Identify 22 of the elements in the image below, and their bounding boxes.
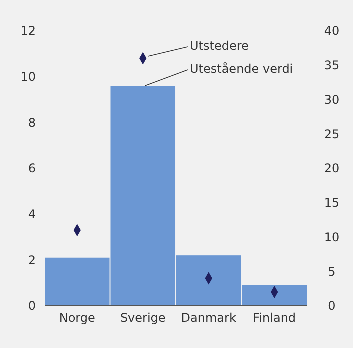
y2-tick-label: 20 xyxy=(324,162,340,176)
series-label: Utestående verdi xyxy=(190,62,294,76)
y-tick-label: 8 xyxy=(28,116,36,130)
y2-tick-label: 35 xyxy=(324,58,340,73)
x-tick-label: Norge xyxy=(59,311,96,325)
x-tick-label: Finland xyxy=(253,311,296,325)
y-tick-label: 2 xyxy=(28,253,36,268)
y2-tick-label: 0 xyxy=(328,299,336,314)
y-tick-label: 6 xyxy=(28,162,36,176)
y2-tick-label: 10 xyxy=(324,230,340,244)
y-tick-label: 0 xyxy=(28,299,36,314)
y-tick-label: 10 xyxy=(20,70,36,84)
y2-tick-label: 25 xyxy=(324,127,340,142)
y-tick-label: 12 xyxy=(20,24,36,38)
text: Utstedere xyxy=(190,39,249,54)
y2-tick-label: 40 xyxy=(324,24,340,38)
y2-tick-label: 30 xyxy=(324,92,340,107)
x-tick-label: Danmark xyxy=(181,311,236,325)
y2-tick-label: 15 xyxy=(324,196,340,210)
x-tick-label: Sverige xyxy=(120,311,166,325)
y2-tick-label: 5 xyxy=(328,264,336,279)
y-tick-label: 4 xyxy=(28,208,36,222)
